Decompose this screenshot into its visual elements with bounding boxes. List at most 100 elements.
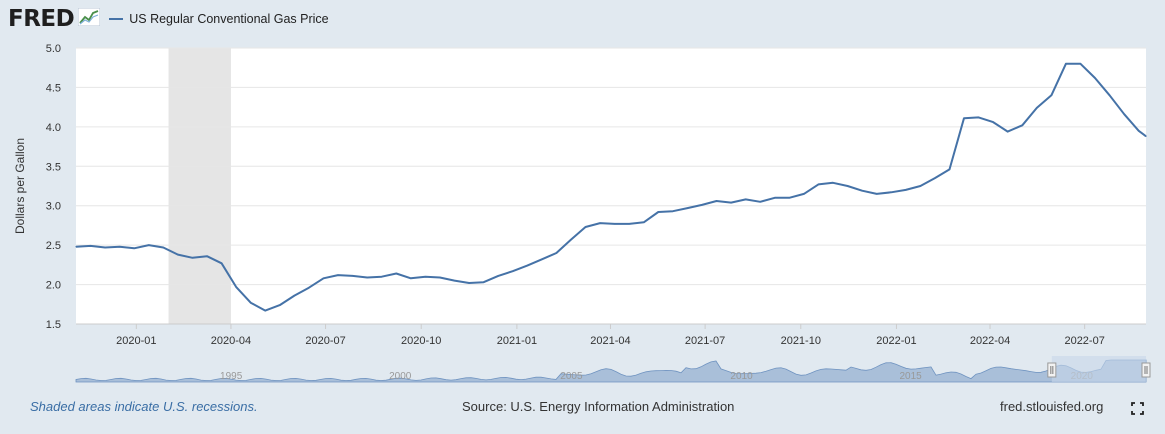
data-point[interactable] bbox=[483, 281, 485, 283]
data-point[interactable] bbox=[221, 262, 223, 264]
data-point[interactable] bbox=[526, 265, 528, 267]
navigator-handle-right[interactable] bbox=[1141, 362, 1151, 378]
data-point[interactable] bbox=[279, 304, 281, 306]
navigator-handles[interactable] bbox=[1047, 362, 1151, 378]
data-point[interactable] bbox=[1094, 77, 1096, 79]
navigator-selection[interactable] bbox=[1051, 356, 1146, 382]
series-lines[interactable] bbox=[75, 62, 1147, 312]
data-point[interactable] bbox=[191, 257, 194, 259]
data-point[interactable] bbox=[803, 193, 805, 195]
data-point[interactable] bbox=[672, 210, 674, 212]
x-tick-label: 2020-04 bbox=[211, 335, 251, 347]
site-link[interactable]: fred.stlouisfed.org bbox=[1000, 399, 1104, 414]
data-point[interactable] bbox=[1007, 131, 1009, 133]
data-point[interactable] bbox=[584, 226, 587, 228]
data-point[interactable] bbox=[759, 201, 761, 203]
legend[interactable]: US Regular Conventional Gas Price bbox=[109, 12, 329, 26]
data-point[interactable] bbox=[90, 245, 92, 247]
legend-swatch bbox=[109, 18, 124, 20]
data-point[interactable] bbox=[308, 287, 310, 289]
data-point[interactable] bbox=[992, 121, 994, 123]
x-tick-label: 2020-10 bbox=[401, 335, 441, 347]
data-point[interactable] bbox=[963, 117, 965, 119]
data-point[interactable] bbox=[643, 221, 645, 223]
data-point[interactable] bbox=[512, 270, 514, 272]
data-point[interactable] bbox=[468, 282, 470, 284]
data-point[interactable] bbox=[250, 302, 252, 304]
data-point[interactable] bbox=[905, 189, 907, 191]
data-point[interactable] bbox=[177, 254, 179, 256]
data-point[interactable] bbox=[75, 246, 77, 248]
data-point[interactable] bbox=[1145, 135, 1147, 137]
handle-body[interactable] bbox=[1141, 362, 1151, 378]
legend-label: US Regular Conventional Gas Price bbox=[129, 12, 329, 26]
source-text: Source: U.S. Energy Information Administ… bbox=[462, 399, 735, 414]
navigator[interactable]: 199520002005201020152020 bbox=[75, 356, 1151, 383]
data-point[interactable] bbox=[439, 276, 441, 279]
data-point[interactable] bbox=[861, 190, 863, 192]
x-tick-label: 2021-04 bbox=[590, 335, 630, 347]
data-point[interactable] bbox=[1138, 130, 1140, 132]
data-point[interactable] bbox=[686, 207, 689, 209]
data-point[interactable] bbox=[206, 255, 208, 257]
data-point[interactable] bbox=[119, 246, 121, 248]
data-point[interactable] bbox=[948, 168, 951, 170]
data-point[interactable] bbox=[599, 222, 601, 224]
data-point[interactable] bbox=[832, 182, 834, 184]
data-point[interactable] bbox=[890, 191, 892, 193]
data-point[interactable] bbox=[657, 211, 659, 213]
data-point[interactable] bbox=[570, 239, 572, 241]
data-point[interactable] bbox=[817, 183, 820, 185]
data-point[interactable] bbox=[978, 116, 980, 118]
data-point[interactable] bbox=[366, 276, 368, 279]
x-tick-label: 2020-07 bbox=[305, 335, 345, 347]
x-tick-label: 2021-01 bbox=[497, 335, 537, 347]
data-point[interactable] bbox=[424, 276, 426, 278]
y-tick-label: 5.0 bbox=[46, 43, 61, 55]
data-point[interactable] bbox=[264, 310, 266, 312]
x-axis-ticks[interactable]: 2020-01 2020-04 2020-07 2020-10 2021-01 2021-… bbox=[116, 324, 1105, 347]
data-point[interactable] bbox=[541, 258, 543, 260]
data-point[interactable] bbox=[745, 198, 747, 200]
data-point[interactable] bbox=[293, 295, 295, 297]
data-point[interactable] bbox=[847, 185, 849, 187]
data-point[interactable] bbox=[453, 280, 456, 282]
data-point[interactable] bbox=[162, 246, 164, 249]
data-point[interactable] bbox=[1021, 124, 1023, 126]
data-point[interactable] bbox=[1036, 107, 1038, 109]
data-point[interactable] bbox=[919, 185, 922, 187]
fullscreen-icon[interactable] bbox=[1131, 402, 1144, 415]
data-point[interactable] bbox=[1050, 94, 1052, 96]
data-point[interactable] bbox=[104, 246, 106, 249]
navigator-handle-left[interactable] bbox=[1047, 362, 1057, 378]
data-point[interactable] bbox=[395, 272, 397, 275]
data-point[interactable] bbox=[614, 223, 616, 225]
handle-body[interactable] bbox=[1047, 362, 1057, 378]
recession-band bbox=[168, 48, 231, 324]
data-point[interactable] bbox=[1123, 113, 1125, 115]
data-point[interactable] bbox=[1079, 63, 1082, 65]
data-point[interactable] bbox=[774, 197, 776, 199]
data-point[interactable] bbox=[352, 275, 354, 277]
data-point[interactable] bbox=[628, 223, 630, 225]
data-point[interactable] bbox=[337, 274, 339, 276]
y-tick-label: 2.0 bbox=[46, 280, 61, 292]
data-point[interactable] bbox=[701, 204, 703, 206]
data-point[interactable] bbox=[934, 177, 936, 179]
recession-note[interactable]: Shaded areas indicate U.S. recessions. bbox=[30, 399, 258, 414]
data-point[interactable] bbox=[555, 252, 558, 254]
data-point[interactable] bbox=[788, 197, 790, 199]
data-point[interactable] bbox=[715, 200, 718, 202]
data-point[interactable] bbox=[1109, 94, 1111, 96]
data-point[interactable] bbox=[497, 275, 499, 277]
data-point[interactable] bbox=[235, 286, 237, 288]
navigator-label: 2005 bbox=[560, 371, 583, 382]
data-point[interactable] bbox=[322, 277, 325, 279]
data-point[interactable] bbox=[148, 244, 150, 246]
data-point[interactable] bbox=[133, 247, 135, 249]
data-point[interactable] bbox=[410, 277, 412, 279]
data-point[interactable] bbox=[876, 193, 878, 195]
data-point[interactable] bbox=[730, 202, 732, 204]
data-point[interactable] bbox=[1065, 63, 1067, 65]
data-point[interactable] bbox=[381, 276, 383, 278]
